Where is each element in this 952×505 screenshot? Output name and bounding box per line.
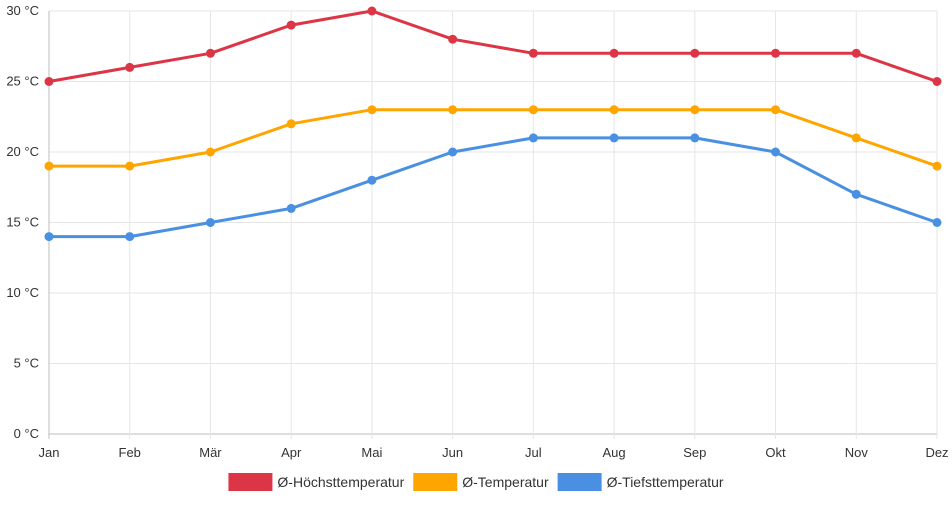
data-point[interactable] bbox=[44, 232, 54, 242]
data-point[interactable] bbox=[528, 133, 538, 143]
legend-label: Ø-Höchsttemperatur bbox=[277, 474, 404, 490]
data-point[interactable] bbox=[609, 133, 619, 143]
series-line bbox=[47, 9, 939, 83]
data-point[interactable] bbox=[609, 48, 619, 58]
x-tick-label: Dez bbox=[925, 445, 948, 460]
y-tick-label: 0 °C bbox=[14, 426, 39, 441]
legend-item[interactable]: Ø-Tiefsttemperatur bbox=[557, 473, 724, 491]
data-point[interactable] bbox=[851, 133, 861, 143]
series-1 bbox=[44, 105, 942, 171]
data-point[interactable] bbox=[125, 62, 135, 72]
legend-item[interactable]: Ø-Höchsttemperatur bbox=[228, 473, 405, 491]
data-point[interactable] bbox=[286, 20, 296, 30]
data-point[interactable] bbox=[448, 34, 458, 44]
legend-label: Ø-Tiefsttemperatur bbox=[607, 474, 724, 490]
x-tick-label: Mär bbox=[199, 445, 222, 460]
legend-label: Ø-Temperatur bbox=[462, 474, 549, 490]
data-point[interactable] bbox=[932, 77, 942, 86]
data-point[interactable] bbox=[205, 147, 215, 157]
data-point[interactable] bbox=[771, 105, 781, 115]
x-tick-label: Okt bbox=[765, 445, 786, 460]
series-group bbox=[44, 6, 942, 242]
data-point[interactable] bbox=[690, 48, 700, 58]
series-2 bbox=[44, 133, 942, 242]
data-point[interactable] bbox=[851, 189, 861, 199]
y-tick-label: 15 °C bbox=[6, 215, 39, 230]
data-point[interactable] bbox=[205, 48, 215, 58]
data-point[interactable] bbox=[932, 218, 942, 227]
legend-swatch bbox=[557, 473, 602, 491]
data-point[interactable] bbox=[448, 105, 458, 115]
x-tick-label: Nov bbox=[845, 445, 869, 460]
legend-swatch bbox=[228, 473, 273, 491]
data-point[interactable] bbox=[448, 147, 458, 157]
grid bbox=[48, 10, 938, 439]
x-tick-label: Jun bbox=[442, 445, 463, 460]
series-line bbox=[47, 136, 939, 239]
y-tick-label: 25 °C bbox=[6, 74, 39, 89]
x-tick-label: Feb bbox=[119, 445, 141, 460]
data-point[interactable] bbox=[286, 203, 296, 213]
data-point[interactable] bbox=[125, 161, 135, 171]
y-tick-label: 20 °C bbox=[6, 144, 39, 159]
series-0 bbox=[44, 6, 942, 86]
data-point[interactable] bbox=[44, 161, 54, 171]
data-point[interactable] bbox=[932, 161, 942, 171]
data-point[interactable] bbox=[286, 119, 296, 129]
data-point[interactable] bbox=[690, 133, 700, 143]
legend-item[interactable]: Ø-Temperatur bbox=[413, 473, 549, 491]
data-point[interactable] bbox=[528, 105, 538, 115]
data-point[interactable] bbox=[44, 77, 54, 86]
data-point[interactable] bbox=[367, 175, 377, 185]
data-point[interactable] bbox=[528, 48, 538, 58]
legend-swatch bbox=[413, 473, 458, 491]
data-point[interactable] bbox=[125, 232, 135, 242]
data-point[interactable] bbox=[851, 48, 861, 58]
axes: 0 °C 5 °C 10 °C 15 °C 20 °C 25 °C 30 °C Jan Feb M… bbox=[6, 3, 948, 460]
data-point[interactable] bbox=[609, 105, 619, 115]
data-point[interactable] bbox=[367, 105, 377, 115]
data-point[interactable] bbox=[771, 48, 781, 58]
series-line bbox=[47, 108, 939, 168]
y-tick-label: 5 °C bbox=[14, 356, 39, 371]
x-tick-label: Sep bbox=[683, 445, 706, 460]
y-tick-label: 30 °C bbox=[6, 3, 39, 18]
x-tick-label: Jul bbox=[525, 445, 542, 460]
x-tick-label: Mai bbox=[361, 445, 382, 460]
data-point[interactable] bbox=[205, 218, 215, 227]
data-point[interactable] bbox=[367, 6, 377, 16]
x-tick-label: Jan bbox=[39, 445, 60, 460]
y-tick-label: 10 °C bbox=[6, 285, 39, 300]
x-tick-label: Apr bbox=[281, 445, 302, 460]
x-tick-label: Aug bbox=[603, 445, 626, 460]
legend: Ø-Höchsttemperatur Ø-Temperatur Ø-Tiefstte… bbox=[228, 473, 724, 491]
data-point[interactable] bbox=[771, 147, 781, 157]
data-point[interactable] bbox=[690, 105, 700, 115]
